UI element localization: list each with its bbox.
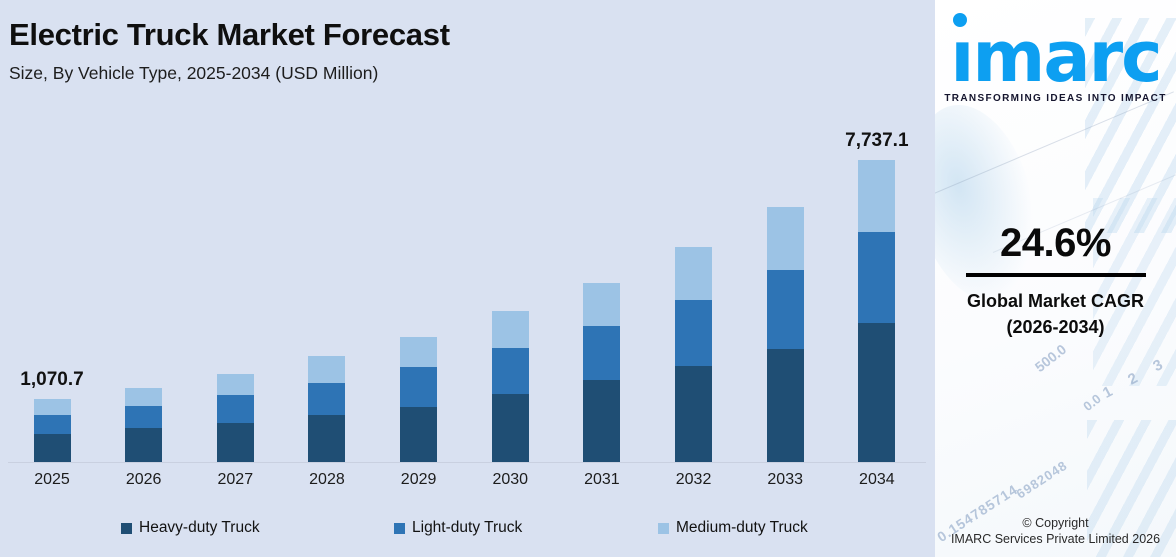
bar-group-2025 xyxy=(33,399,71,462)
watermark-number: 500.0 xyxy=(1031,340,1070,376)
bar-segment-heavy-duty-truck xyxy=(858,323,896,462)
bar-segment-heavy-duty-truck xyxy=(400,407,438,462)
bar-group-2033 xyxy=(766,207,804,462)
bar-segment-light-duty-truck xyxy=(491,348,529,394)
x-axis-label-2030: 2030 xyxy=(492,471,529,488)
bar-group-2032 xyxy=(675,247,713,462)
bar-segment-medium-duty-truck xyxy=(216,374,254,395)
watermark-number: 1 2 3 4 xyxy=(1099,339,1176,402)
legend-item-heavy-duty-truck: Heavy-duty Truck xyxy=(121,519,260,537)
x-axis-label-2031: 2031 xyxy=(584,471,620,488)
bar-segment-medium-duty-truck xyxy=(583,283,621,326)
bar-segment-light-duty-truck xyxy=(400,367,438,407)
bar-segment-light-duty-truck xyxy=(125,406,163,428)
bar-segment-light-duty-truck xyxy=(675,300,713,366)
logo-wordmark: ımarc xyxy=(950,13,1163,92)
x-axis-label-2032: 2032 xyxy=(675,471,712,488)
bar-segment-medium-duty-truck xyxy=(308,356,346,383)
bar-value-label-2025: 1,070.7 xyxy=(20,369,84,390)
bar-segment-medium-duty-truck xyxy=(33,399,71,415)
x-axis-label-2027: 2027 xyxy=(217,471,254,488)
bar-segment-medium-duty-truck xyxy=(125,388,163,406)
bar-segment-heavy-duty-truck xyxy=(33,434,71,462)
legend-label: Light-duty Truck xyxy=(412,519,523,536)
x-axis-label-2026: 2026 xyxy=(125,471,162,488)
bar-segment-heavy-duty-truck xyxy=(125,428,163,462)
bar-group-2034 xyxy=(858,160,896,462)
legend-item-light-duty-truck: Light-duty Truck xyxy=(394,519,522,537)
legend-swatch-icon xyxy=(394,522,405,534)
bar-group-2031 xyxy=(583,283,621,462)
x-axis-label-2029: 2029 xyxy=(400,471,437,488)
logo-tagline: TRANSFORMING IDEAS INTO IMPACT xyxy=(944,93,1167,104)
bar-group-2027 xyxy=(216,374,254,462)
bar-segment-light-duty-truck xyxy=(583,326,621,380)
bar-segment-heavy-duty-truck xyxy=(766,349,804,462)
bar-segment-light-duty-truck xyxy=(766,270,804,349)
bar-group-2030 xyxy=(491,311,529,462)
bar-segment-light-duty-truck xyxy=(216,395,254,423)
x-axis-label-2025: 2025 xyxy=(34,471,70,488)
bar-segment-heavy-duty-truck xyxy=(675,366,713,462)
watermark-number: 0.0 xyxy=(1080,391,1104,414)
bar-segment-medium-duty-truck xyxy=(858,160,896,232)
x-axis-line xyxy=(8,462,926,463)
bar-segment-light-duty-truck xyxy=(858,232,896,323)
cagr-label-line1: Global Market CAGR xyxy=(966,291,1145,311)
bar-segment-heavy-duty-truck xyxy=(491,394,529,462)
copyright: © Copyright IMARC Services Private Limit… xyxy=(935,515,1176,548)
bar-group-2028 xyxy=(308,356,346,462)
side-panel: ımarc TRANSFORMING IDEAS INTO IMPACT 24.… xyxy=(935,0,1176,557)
bar-segment-medium-duty-truck xyxy=(766,207,804,270)
watermark-number: 6982048 xyxy=(1013,457,1071,502)
legend-swatch-icon xyxy=(121,522,132,534)
watermark-fold-line xyxy=(935,91,1174,197)
cagr-value: 24.6% xyxy=(1000,221,1111,265)
bar-value-label-2034: 7,737.1 xyxy=(845,130,909,151)
bar-segment-medium-duty-truck xyxy=(400,337,438,367)
legend-label: Heavy-duty Truck xyxy=(139,519,260,536)
copyright-line2: IMARC Services Private Limited 2026 xyxy=(950,531,1161,546)
bar-segment-medium-duty-truck xyxy=(675,247,713,300)
cagr-underline xyxy=(965,273,1146,277)
x-axis-label-2028: 2028 xyxy=(309,471,345,488)
legend-swatch-icon xyxy=(658,522,669,534)
plot-area: 1,070.7 2025 2026 2027 2028 2029 2030 2031 2032 2… xyxy=(8,130,926,537)
bar-group-2026 xyxy=(125,388,163,462)
cagr-label-line2: (2026-2034) xyxy=(1006,317,1105,338)
bar-segment-heavy-duty-truck xyxy=(583,380,621,462)
legend-item-medium-duty-truck: Medium-duty Truck xyxy=(658,519,808,537)
bar-segment-medium-duty-truck xyxy=(491,311,529,348)
chart-subtitle: Size, By Vehicle Type, 2025-2034 (USD Mi… xyxy=(9,63,379,83)
imarc-logo: ımarc xyxy=(935,13,1176,92)
bar-segment-light-duty-truck xyxy=(308,383,346,415)
cagr-block: 24.6% Global Market CAGR (2026-2034) xyxy=(935,221,1176,340)
bar-segment-light-duty-truck xyxy=(33,415,71,434)
bar-segment-heavy-duty-truck xyxy=(308,415,346,462)
x-axis-label-2034: 2034 xyxy=(859,471,895,488)
chart-panel: Electric Truck Market Forecast Size, By … xyxy=(0,0,935,557)
logo-dot-icon xyxy=(953,13,968,27)
legend-label: Medium-duty Truck xyxy=(676,519,808,536)
bar-segment-heavy-duty-truck xyxy=(216,423,254,462)
logo-text: ımarc xyxy=(950,16,1162,98)
x-axis-label-2033: 2033 xyxy=(767,471,803,488)
bar-group-2029 xyxy=(400,337,438,462)
chart-title: Electric Truck Market Forecast xyxy=(9,17,450,52)
copyright-line1: © Copyright xyxy=(1022,515,1089,530)
